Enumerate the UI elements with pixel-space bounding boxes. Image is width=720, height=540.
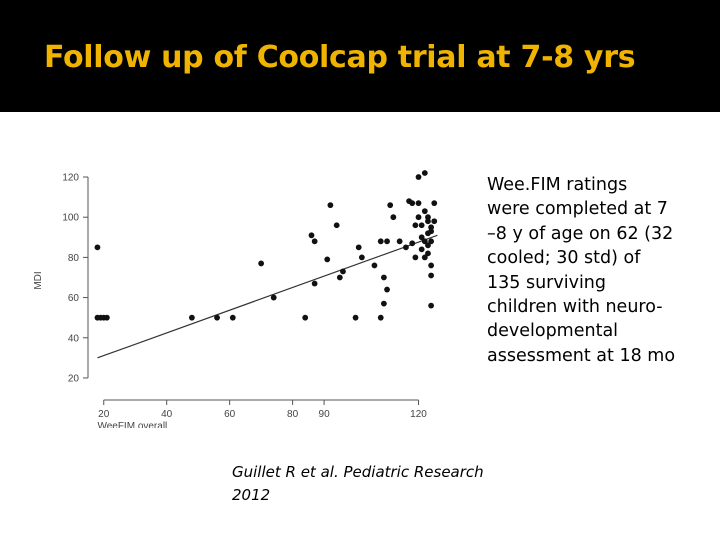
slide-content xyxy=(0,112,720,540)
data-point xyxy=(308,232,315,239)
y-tick-label: 40 xyxy=(68,333,80,344)
data-point xyxy=(270,294,277,301)
data-point xyxy=(371,262,378,269)
data-point xyxy=(390,214,397,221)
data-point xyxy=(377,314,384,321)
title-bar: Follow up of Coolcap trial at 7-8 yrs xyxy=(0,0,720,112)
trend-line-group xyxy=(97,234,438,359)
data-point xyxy=(358,254,365,261)
data-point xyxy=(336,274,343,281)
data-point xyxy=(428,262,435,269)
x-tick-label: 120 xyxy=(410,409,427,420)
data-point xyxy=(431,200,438,207)
data-point xyxy=(428,224,435,231)
data-point xyxy=(188,314,195,321)
data-point xyxy=(355,244,362,251)
slide-title: Follow up of Coolcap trial at 7-8 yrs xyxy=(44,40,636,75)
x-tick-label: 20 xyxy=(98,409,110,420)
data-point xyxy=(428,228,435,235)
data-point xyxy=(340,268,346,275)
data-points xyxy=(94,170,438,321)
x-tick-label: 90 xyxy=(319,409,331,420)
data-point xyxy=(103,314,110,321)
data-point xyxy=(425,250,431,257)
y-tick-label: 120 xyxy=(62,173,79,184)
x-tick-label: 40 xyxy=(161,409,173,420)
y-axis-label: MDI xyxy=(33,271,44,289)
data-point xyxy=(415,174,422,180)
data-point xyxy=(387,202,394,209)
data-point xyxy=(421,208,428,215)
citation: Guillet R et al. Pediatric Research 2012 xyxy=(232,463,484,504)
data-point xyxy=(327,202,334,209)
data-point xyxy=(403,244,409,251)
data-point xyxy=(302,314,309,321)
data-point xyxy=(425,214,431,221)
data-point xyxy=(425,242,431,249)
data-point xyxy=(421,170,428,176)
data-point xyxy=(421,238,428,245)
body-text: Wee.FIM ratings were completed at 7 –8 y… xyxy=(487,175,676,366)
data-point xyxy=(431,218,438,225)
data-point xyxy=(214,314,220,321)
data-point xyxy=(409,200,416,207)
y-tick-label: 100 xyxy=(62,213,79,224)
y-tick-label: 20 xyxy=(68,373,80,384)
data-point xyxy=(412,254,419,261)
data-point xyxy=(428,272,435,279)
data-point xyxy=(396,238,403,245)
data-point xyxy=(324,256,331,263)
data-point xyxy=(352,314,359,321)
data-point xyxy=(425,218,431,225)
data-point xyxy=(384,238,390,245)
data-point xyxy=(333,222,340,229)
chart-axes: 20 40 60 80 100 120 20 40 60 80 90 120 WeeFIM overal… xyxy=(33,173,427,428)
data-point xyxy=(380,300,387,307)
y-tick-label: 80 xyxy=(68,253,80,264)
x-axis-label: WeeFIM overall xyxy=(97,421,167,428)
data-point xyxy=(311,238,318,245)
data-point xyxy=(311,280,318,287)
data-point xyxy=(415,200,422,207)
data-point xyxy=(258,260,265,267)
data-point xyxy=(384,286,390,293)
data-point xyxy=(380,274,387,281)
data-point xyxy=(421,254,428,261)
data-point xyxy=(409,240,416,247)
data-point xyxy=(428,302,435,309)
x-tick-label: 80 xyxy=(287,409,299,420)
data-point xyxy=(229,314,236,321)
data-point xyxy=(415,214,422,221)
data-point xyxy=(418,234,425,241)
scatter-chart: 20 40 60 80 100 120 20 40 60 80 90 120 WeeFIM overal… xyxy=(33,170,438,428)
trend-line xyxy=(97,234,438,359)
data-point xyxy=(428,238,435,245)
y-tick-label: 60 xyxy=(68,293,80,304)
data-point xyxy=(412,222,419,229)
data-point xyxy=(377,238,384,245)
x-tick-label: 60 xyxy=(224,409,236,420)
data-point xyxy=(94,244,101,251)
data-point xyxy=(418,246,425,253)
data-point xyxy=(418,222,425,229)
